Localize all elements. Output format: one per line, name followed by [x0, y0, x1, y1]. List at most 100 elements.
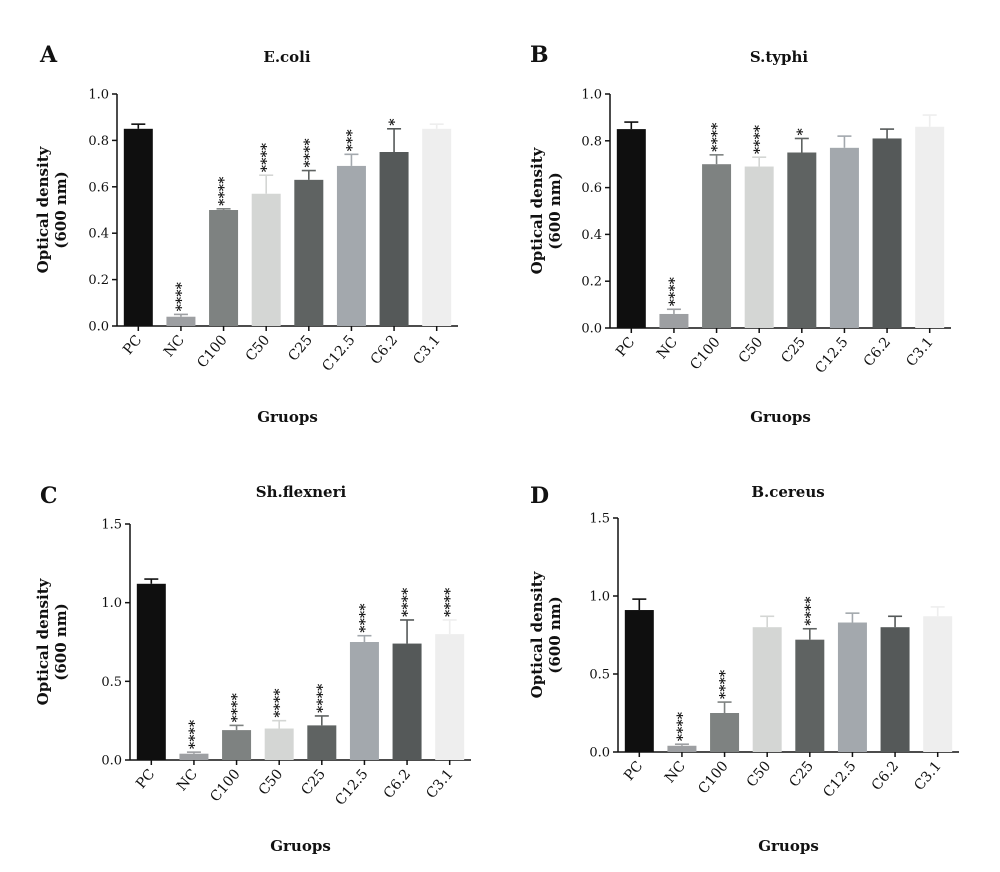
y-axis-title-line: (600 nm) — [52, 171, 70, 249]
x-tick-label: C3.1 — [410, 332, 443, 368]
bar-c3-1 — [422, 128, 452, 326]
y-axis-title-line: (600 nm) — [546, 172, 564, 250]
bar-c50 — [744, 166, 774, 328]
x-tick-label: C12.5 — [332, 766, 371, 808]
significance-label: **** — [803, 596, 819, 626]
chart-panel-a: A E.coli Optical density(600 nm) Gruops 0.0 0… — [34, 42, 458, 426]
bar-c100 — [209, 210, 239, 326]
y-tick-label: 0.2 — [581, 275, 602, 290]
bar-c100 — [222, 730, 252, 760]
significance-label: **** — [302, 138, 318, 168]
bar-nc — [667, 745, 697, 752]
significance-label: *** — [344, 129, 360, 152]
bar-c25 — [787, 152, 817, 328]
bar-c100 — [702, 164, 732, 328]
bar-c50 — [251, 193, 281, 326]
y-tick-label: 0.4 — [581, 228, 602, 243]
bar-c50 — [752, 627, 782, 752]
bar-c3-1 — [915, 126, 945, 328]
x-tick-label: PC — [621, 758, 646, 784]
y-tick-label: 0.4 — [88, 227, 109, 242]
x-tick-label: PC — [120, 332, 145, 358]
y-tick-label: 0.0 — [589, 746, 610, 761]
chart-title: Sh.flexneri — [256, 483, 347, 501]
y-tick-label: 1.5 — [589, 512, 610, 527]
x-tick-label: C6.2 — [381, 766, 414, 802]
x-tick-label: PC — [133, 766, 158, 792]
y-tick-label: 1.0 — [589, 590, 610, 605]
x-tick-label: NC — [161, 332, 188, 360]
x-tick-label: C6.2 — [368, 332, 401, 368]
significance-label: **** — [443, 587, 459, 617]
x-tick-label: C12.5 — [319, 332, 358, 374]
bar-c100 — [710, 713, 740, 752]
chart-panel-c: C Sh.flexneri Optical density(600 nm) Gruop… — [34, 483, 471, 855]
x-tick-label: C50 — [744, 758, 775, 790]
bar-c6-2 — [379, 152, 409, 326]
y-tick-label: 1.0 — [101, 596, 122, 611]
panel-letter: D — [530, 483, 549, 509]
bar-c3-1 — [435, 634, 465, 760]
chart-title: S.typhi — [750, 48, 809, 66]
significance-label: **** — [400, 587, 416, 617]
x-tick-label: C50 — [243, 332, 274, 364]
x-tick-label: C25 — [778, 334, 809, 366]
significance-label: **** — [217, 176, 233, 206]
x-tick-label: C3.1 — [423, 766, 456, 802]
x-axis-title: Gruops — [758, 837, 819, 855]
panel-letter: B — [530, 42, 549, 68]
bar-pc — [123, 128, 153, 326]
bar-c25 — [294, 179, 324, 326]
bar-c6-2 — [392, 643, 422, 760]
x-tick-label: NC — [654, 334, 681, 362]
y-tick-label: 0.0 — [581, 322, 602, 337]
y-tick-label: 0.6 — [581, 181, 602, 196]
significance-label: **** — [752, 124, 768, 154]
significance-label: **** — [675, 711, 691, 741]
y-axis-title: Optical density(600 nm) — [34, 145, 70, 273]
x-tick-label: C6.2 — [861, 334, 894, 370]
y-axis-title-line: Optical density — [34, 145, 52, 273]
significance-label: **** — [710, 122, 726, 152]
y-axis-title-line: Optical density — [34, 577, 52, 705]
y-axis-title-line: (600 nm) — [546, 596, 564, 674]
y-tick-label: 0.5 — [101, 675, 122, 690]
bar-c50 — [264, 728, 294, 760]
x-axis-title: Gruops — [270, 837, 331, 855]
y-tick-label: 1.0 — [88, 88, 109, 103]
x-tick-label: C3.1 — [911, 758, 944, 794]
x-tick-label: C100 — [194, 332, 230, 371]
significance-label: * — [387, 118, 403, 126]
y-axis-title-line: Optical density — [528, 146, 546, 274]
significance-label: **** — [174, 281, 190, 311]
y-tick-label: 1.5 — [101, 518, 122, 533]
x-axis-title: Gruops — [750, 408, 811, 426]
y-axis-title-line: (600 nm) — [52, 603, 70, 681]
x-tick-label: C100 — [695, 758, 731, 797]
bar-c6-2 — [872, 138, 902, 328]
significance-label: **** — [230, 692, 246, 722]
y-axis-title: Optical density(600 nm) — [34, 577, 70, 705]
bar-pc — [616, 129, 646, 328]
significance-label: **** — [259, 142, 275, 172]
panel-letter: C — [40, 483, 58, 509]
bar-nc — [166, 316, 196, 326]
x-tick-label: NC — [662, 758, 689, 786]
significance-label: **** — [187, 719, 203, 749]
x-tick-label: C25 — [786, 758, 817, 790]
y-axis-title: Optical density(600 nm) — [528, 146, 564, 274]
x-axis-title: Gruops — [257, 408, 318, 426]
x-tick-label: C25 — [285, 332, 316, 364]
x-tick-label: C100 — [207, 766, 243, 805]
significance-label: **** — [718, 669, 734, 699]
bar-c6-2 — [880, 627, 910, 752]
chart-title: B.cereus — [751, 483, 824, 501]
bar-nc — [179, 753, 209, 760]
bar-c12-5 — [837, 622, 867, 752]
bar-pc — [136, 583, 166, 760]
x-tick-label: NC — [174, 766, 201, 794]
x-tick-label: PC — [613, 334, 638, 360]
y-tick-label: 0.5 — [589, 668, 610, 683]
bar-c12-5 — [829, 147, 859, 328]
